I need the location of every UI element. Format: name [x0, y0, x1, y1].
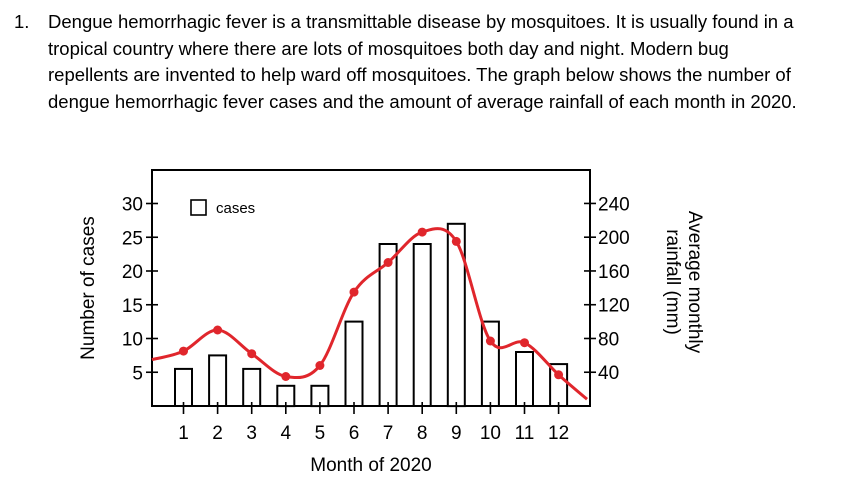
y2-tick-label: 240 [598, 194, 630, 215]
y-tick-label: 25 [122, 228, 143, 249]
rainfall-point-month-1 [179, 346, 188, 356]
rainfall-point-month-8 [417, 227, 427, 237]
rainfall-point-month-12 [554, 370, 564, 380]
legend-label: cases [216, 200, 255, 217]
rainfall-point-month-3 [247, 349, 257, 359]
legend-swatch [190, 199, 207, 216]
x-tick-label: 11 [515, 423, 535, 444]
bar-month-2 [208, 354, 228, 407]
y-axis-label: Number of cases [78, 216, 99, 360]
rainfall-point-month-7 [383, 258, 393, 267]
bar-month-11 [515, 351, 534, 407]
x-tick-label: 12 [548, 423, 569, 444]
rainfall-point-month-2 [213, 325, 223, 335]
question-number: 1. [14, 11, 30, 32]
x-tick-label: 8 [417, 423, 428, 444]
rainfall-point-month-5 [315, 361, 325, 370]
y-tick-label: 20 [122, 262, 143, 283]
x-tick-label: 4 [281, 423, 292, 444]
y2-tick-label: 160 [598, 262, 630, 283]
bar-month-10 [480, 320, 500, 408]
x-tick-label: 1 [178, 423, 189, 444]
x-tick-label: 3 [246, 423, 257, 444]
legend: cases [190, 199, 255, 217]
y2-axis-label-line2: rainfall (mm) [662, 229, 683, 335]
rainfall-line [151, 227, 588, 401]
rainfall-point-month-4 [281, 372, 291, 381]
plot-frame [151, 169, 591, 407]
x-tick-label: 7 [383, 423, 394, 444]
y2-axis-label-line1: Average monthly [684, 211, 705, 354]
y2-tick-label: 120 [598, 296, 630, 317]
x-tick-label: 6 [349, 423, 360, 444]
bar-month-1 [174, 367, 193, 407]
x-tick-label: 10 [480, 423, 501, 444]
y2-tick-label: 40 [598, 363, 619, 384]
x-tick-label: 9 [451, 423, 462, 444]
bar-month-3 [242, 367, 262, 407]
x-axis-label: Month of 2020 [310, 455, 431, 476]
y2-tick-label: 200 [598, 228, 630, 249]
y-tick-label: 5 [132, 363, 143, 384]
rainfall-point-month-6 [349, 287, 359, 297]
bar-month-6 [344, 320, 364, 408]
y-tick-label: 15 [122, 296, 143, 317]
bar-month-8 [412, 243, 432, 407]
rainfall-point-month-10 [485, 336, 495, 346]
rainfall-point-month-9 [451, 236, 461, 246]
y-tick-label: 10 [122, 330, 143, 351]
x-tick-label: 5 [315, 423, 326, 444]
x-tick-label: 2 [212, 423, 223, 444]
question-text: Dengue hemorrhagic fever is a transmitta… [48, 11, 797, 112]
y2-tick-label: 80 [598, 329, 619, 350]
rainfall-point-month-11 [520, 338, 529, 348]
y-tick-label: 30 [122, 195, 143, 216]
